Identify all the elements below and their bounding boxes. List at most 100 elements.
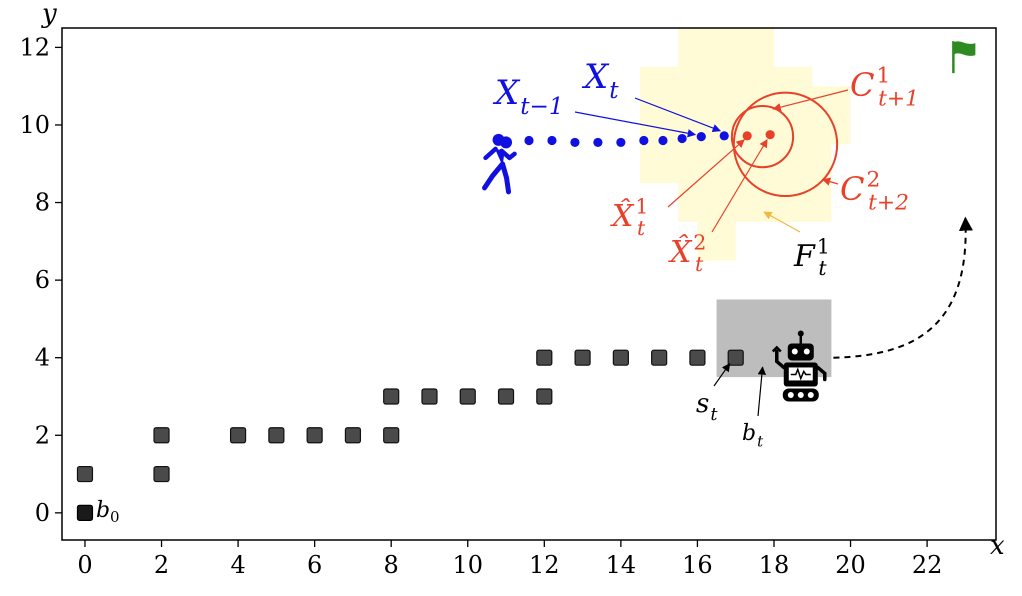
person-legs [482, 161, 512, 195]
x-tick-label: 0 [77, 551, 92, 579]
label-superscript: 1 [876, 64, 890, 89]
label-subscript: t [818, 256, 827, 280]
label-b-t: bt [742, 421, 764, 451]
label-base: b [742, 421, 756, 446]
label-superscript: 2 [693, 230, 706, 254]
person-head [492, 133, 505, 146]
x-tick-label: 2 [154, 551, 169, 579]
x-tick-label: 20 [835, 551, 866, 579]
plot-frame [61, 27, 997, 541]
robot-wheel [797, 391, 804, 398]
human-trajectory-point [677, 133, 687, 144]
y-tick-label: 12 [19, 33, 50, 61]
arrow-x-t [634, 97, 722, 133]
human-trajectory-point [719, 131, 729, 141]
label-superscript: 1 [817, 234, 830, 258]
human-trajectory-point [593, 137, 603, 148]
robot-eye-left [791, 348, 798, 355]
label-base: s [696, 389, 709, 419]
annotation-arrow-layer [574, 89, 973, 417]
robot-claw-left [771, 345, 782, 353]
path-node [651, 349, 668, 366]
robot-wheel [787, 391, 794, 398]
arrow-s-t [713, 363, 731, 387]
prediction-circle [730, 104, 795, 169]
path-node [727, 349, 744, 366]
arrow-b-t [757, 366, 767, 417]
label-base: X̂ [668, 235, 693, 270]
label-subscript: t [609, 78, 619, 104]
label-subscript: t [710, 405, 718, 425]
robot-head [787, 343, 814, 361]
label-f-t-1: F1 t [793, 234, 830, 280]
label-base: C [840, 170, 864, 208]
label-superscript: 1 [635, 194, 648, 218]
label-subscript: t−1 [520, 94, 563, 120]
label-subscript: t [695, 252, 704, 276]
robot-eye-right [803, 348, 810, 355]
y-tick-label: 6 [35, 266, 50, 294]
robot-path-layer [76, 349, 744, 521]
predicted-position-point [765, 130, 775, 140]
x-tick-label: 16 [682, 551, 713, 579]
label-subscript: t [757, 433, 764, 451]
human-trajectory-layer [500, 130, 775, 149]
icon-layer [482, 41, 976, 402]
arrow-f-t-1 [763, 211, 801, 233]
arrow-xhat-1 [667, 139, 745, 208]
label-base: b [96, 498, 110, 523]
x-tick-label: 12 [529, 551, 560, 579]
label-base: F [793, 239, 816, 274]
robot-wheel [807, 391, 814, 398]
arrow-c-t-plus-1 [772, 89, 849, 112]
robot-pulse [790, 367, 811, 381]
path-node [383, 388, 400, 405]
y-tick-label: 2 [35, 421, 50, 449]
x-tick-label: 8 [384, 551, 399, 579]
goal-flag-icon [952, 41, 976, 74]
path-node [459, 388, 476, 405]
path-node [612, 349, 629, 366]
human-trajectory-point [570, 137, 580, 148]
path-node [229, 427, 247, 444]
x-tick-label: 4 [230, 551, 245, 579]
label-c-t-plus-1: C1 t+1 [850, 64, 919, 112]
path-node [153, 427, 170, 444]
predicted-position-point [742, 131, 752, 141]
label-xhat-t-2: X̂2 t [668, 230, 706, 276]
y-tick-label: 0 [35, 499, 50, 527]
human-trajectory-point [658, 135, 668, 146]
path-node [536, 349, 553, 366]
arrow-xhat-2 [711, 138, 768, 233]
x-tick-label: 14 [606, 551, 637, 579]
path-node [536, 388, 553, 405]
label-base: C [850, 66, 874, 104]
robot-arm-right [816, 365, 827, 382]
label-subscript: t [637, 216, 646, 240]
prediction-circle [732, 91, 839, 198]
label-s-t: st [696, 389, 718, 425]
flag-cloth [954, 41, 976, 56]
footprint-region [640, 28, 851, 261]
label-base: X̂ [610, 199, 635, 234]
label-subscript: t+2 [868, 191, 909, 216]
robot-screen [788, 367, 813, 381]
path-node [306, 427, 323, 444]
x-axis-label: x [990, 531, 1005, 561]
y-tick-label: 4 [35, 344, 50, 372]
path-node [497, 388, 515, 405]
walking-person-icon [482, 133, 517, 195]
label-b-0: b0 [96, 498, 120, 526]
x-tick-label: 6 [307, 551, 322, 579]
y-axis-label: y [41, 0, 57, 29]
path-node [689, 349, 706, 366]
y-tick-label: 10 [19, 111, 50, 139]
footprint-layer [640, 28, 851, 261]
path-node [344, 427, 362, 444]
path-node [76, 465, 94, 483]
human-trajectory-point [616, 137, 626, 148]
arrow-c-t-plus-2 [821, 177, 839, 186]
path-node [268, 427, 285, 444]
x-tick-label: 22 [912, 551, 943, 579]
